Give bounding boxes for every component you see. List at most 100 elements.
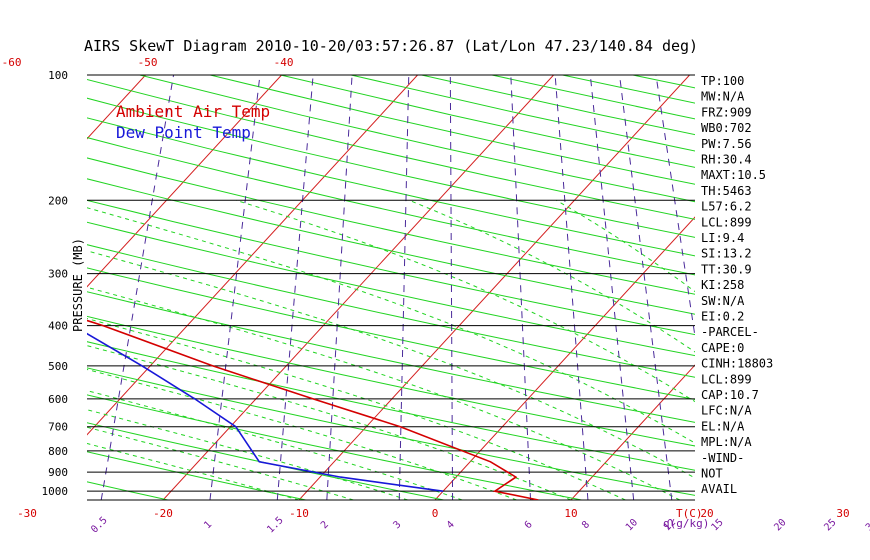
stability-index-label: RH:30.4 [701, 153, 752, 167]
dry-adiabat-line [0, 75, 30, 500]
stability-index-label: TT:30.9 [701, 262, 752, 276]
stability-index-label: SI:13.2 [701, 247, 752, 261]
dry-adiabat-line [87, 244, 695, 378]
pressure-tick-label: 900 [48, 466, 68, 479]
bottom-temp-tick-label: 20 [700, 507, 713, 520]
stability-index-label: LI:9.4 [701, 231, 744, 245]
dry-adiabat-line [87, 367, 695, 496]
mixing-ratio-tick-label: 0.5 [89, 515, 110, 536]
mixing-unit-label: q(g/kg) [663, 517, 709, 530]
y-axis-label: PRESSURE (MB) [71, 238, 85, 332]
dry-adiabat-line [87, 221, 695, 357]
top-temp-tick-label: -40 [274, 56, 294, 69]
pressure-tick-label: 700 [48, 421, 68, 434]
pressure-tick-label: 600 [48, 393, 68, 406]
stability-index-label: SW:N/A [701, 294, 745, 308]
isotherm-lines [87, 75, 870, 500]
stability-index-label: MPL:N/A [701, 435, 752, 449]
stability-index-label: L57:6.2 [701, 200, 752, 214]
stability-index-label: CAP:10.7 [701, 388, 759, 402]
mixing-ratio-line [589, 75, 635, 500]
stability-index-label: MW:N/A [701, 90, 745, 104]
moist-adiabat-line [87, 286, 681, 500]
stability-index-label: CAPE:0 [701, 341, 744, 355]
bottom-temp-tick-label: 0 [432, 507, 439, 520]
dry-adiabat-line [87, 451, 306, 500]
pressure-tick-label: 400 [48, 320, 68, 333]
mixing-ratio-line [0, 75, 67, 500]
sounding-profiles [87, 319, 539, 500]
dry-adiabat-line [87, 394, 582, 500]
stability-index-label: AVAIL [701, 482, 737, 496]
mixing-ratio-line [326, 75, 353, 500]
pressure-tick-labels: 100 200 300 400 500 600 700 800 900 1000 [42, 69, 69, 498]
mixing-ratio-line [449, 75, 454, 500]
mixing-ratio-line [100, 75, 175, 500]
chart-title: AIRS SkewT Diagram 2010-10-20/03:57:26.8… [84, 37, 698, 55]
dry-adiabat-line [774, 75, 870, 500]
moist-adiabat-line [87, 368, 517, 500]
moist-adiabat-line [87, 318, 626, 500]
dry-adiabat-line [87, 178, 695, 315]
isotherm-line [570, 364, 695, 500]
stability-index-label: EI:0.2 [701, 310, 744, 324]
dry-adiabat-line [87, 291, 695, 423]
mixing-ratio-line [773, 75, 870, 500]
pressure-tick-label: 800 [48, 445, 68, 458]
dry-adiabat-line [280, 75, 695, 168]
isotherm-line [162, 75, 554, 500]
mixing-ratio-line [554, 75, 589, 500]
mixing-ratio-line [398, 75, 410, 500]
pressure-tick-label: 300 [48, 268, 68, 281]
moist-adiabat-line [235, 199, 695, 403]
dry-adiabat-line [87, 199, 695, 336]
isotherm-line [298, 75, 690, 500]
isobar-lines [87, 74, 695, 501]
bottom-temp-tick-label: -30 [17, 507, 37, 520]
ambient-air-temp-line [87, 319, 539, 500]
mixing-ratio-line [823, 75, 870, 500]
mixing-ratio-tick-label: 2 [319, 519, 331, 531]
dry-adiabat-line [491, 75, 695, 120]
dew-point-temp-line [87, 332, 444, 492]
legend-ambient-air-temp: Ambient Air Temp [116, 102, 270, 121]
pressure-tick-label: 100 [48, 69, 68, 82]
stability-index-label: MAXT:10.5 [701, 168, 766, 182]
stability-index-label: EL:N/A [701, 419, 745, 433]
dry-adiabat-line [87, 157, 695, 295]
mixing-ratio-tick-label: 8 [580, 519, 592, 531]
stability-index-label: PW:7.56 [701, 137, 752, 151]
top-temp-tick-label: -60 [2, 56, 22, 69]
mixing-ratio-line [619, 75, 673, 500]
mixing-ratio-line [510, 75, 532, 500]
mixing-ratio-line [276, 75, 314, 500]
mixing-ratio-tick-label: 1 [202, 519, 214, 531]
moist-adiabat-line [87, 442, 300, 500]
mixing-ratio-tick-label: 4 [445, 519, 457, 531]
dry-adiabat-line [87, 341, 695, 471]
moist-adiabat-line [87, 390, 463, 500]
mixing-ratio-lines [0, 75, 870, 500]
bottom-temp-tick-label: -10 [289, 507, 309, 520]
stability-index-label: FRZ:909 [701, 105, 752, 119]
mixing-ratio-tick-label: 20 [772, 517, 788, 533]
dry-adiabat-line [87, 117, 695, 257]
top-temp-tick-labels: -120-110-100-90-80-70-60-50-40 [2, 56, 294, 69]
stability-index-label: LCL:899 [701, 215, 752, 229]
stability-index-label: LFC:N/A [701, 404, 752, 418]
dry-adiabat-lines [0, 75, 870, 500]
dry-adiabat-line [350, 75, 695, 152]
isotherm-line [87, 75, 418, 436]
mixing-ratio-tick-label: 3 [391, 519, 403, 531]
bottom-temp-tick-label: 10 [564, 507, 577, 520]
temp-unit-label: T(C) [676, 507, 703, 520]
bottom-temp-tick-label: 30 [836, 507, 849, 520]
stability-index-label: CINH:18803 [701, 357, 773, 371]
pressure-tick-label: 1000 [42, 485, 69, 498]
legend-dew-point-temp: Dew Point Temp [116, 123, 251, 142]
stability-index-label: TH:5463 [701, 184, 752, 198]
dry-adiabat-line [87, 267, 695, 401]
isotherm-line [843, 75, 870, 500]
stability-index-label: LCL:899 [701, 372, 752, 386]
